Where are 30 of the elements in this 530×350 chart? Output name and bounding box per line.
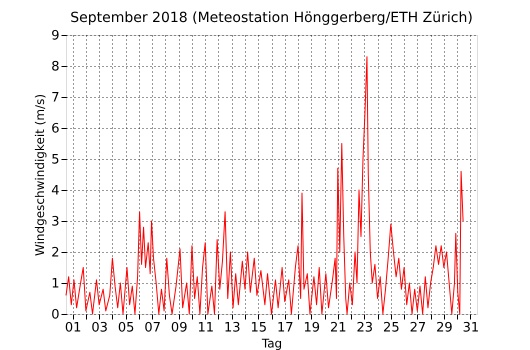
- y-tick-label: 5: [51, 152, 60, 168]
- y-tick-label: 7: [51, 90, 60, 106]
- y-tick-label: 9: [51, 28, 60, 44]
- x-tick-label: 21: [330, 320, 347, 336]
- x-axis-title: Tag: [260, 336, 282, 350]
- x-tick-label: 31: [462, 320, 480, 336]
- y-tick-label: 8: [51, 60, 60, 74]
- x-tick-label: 19: [304, 320, 320, 336]
- y-axis-title: Windgeschwindigkeit (m/s): [33, 94, 48, 256]
- x-tick-label: 25: [383, 320, 400, 336]
- y-tick-label: 2: [51, 246, 60, 260]
- x-tick-label: 05: [118, 320, 134, 336]
- x-tick-label: 09: [170, 320, 188, 336]
- y-tick-label: 1: [51, 276, 60, 292]
- x-tick-label: 03: [91, 320, 108, 336]
- x-tick-label: 11: [197, 320, 214, 336]
- x-tick-label: 23: [356, 320, 374, 336]
- y-tick-label: 4: [51, 184, 60, 198]
- y-tick-label: 3: [51, 214, 60, 230]
- y-tick-label: 0: [51, 308, 60, 322]
- x-tick-label: 13: [224, 320, 240, 336]
- x-tick-label: 07: [144, 320, 161, 336]
- chart-title: September 2018 (Meteostation Hönggerberg/ETH Zürich): [70, 10, 473, 26]
- x-tick-label: 27: [410, 320, 426, 336]
- x-tick-label: 29: [436, 320, 453, 336]
- y-tick-label: 6: [51, 122, 60, 136]
- x-tick-label: 01: [64, 320, 82, 336]
- x-tick-label: 17: [276, 320, 294, 336]
- x-tick-label: 15: [250, 320, 268, 336]
- line-series: [66, 56, 464, 314]
